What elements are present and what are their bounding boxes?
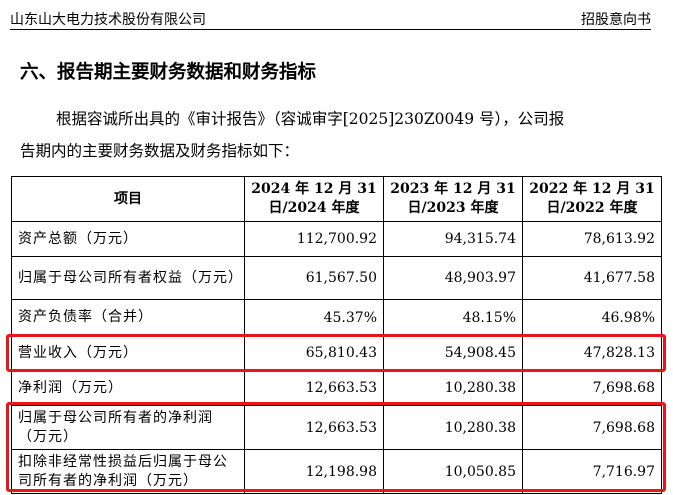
cell-2024: 12,663.53 xyxy=(244,370,384,406)
cell-2022: 78,613.92 xyxy=(522,221,662,257)
cell-2023: 10,280.38 xyxy=(383,405,523,450)
table-row: 归属于母公司所有者权益（万元） 61,567.50 48,903.97 41,6… xyxy=(11,256,662,300)
row-label: 资产负债率（合并） xyxy=(11,299,245,336)
cell-2022: 41,677.58 xyxy=(522,256,662,300)
intro-paragraph-line2: 告期内的主要财务数据及财务指标如下： xyxy=(20,142,300,160)
row-label: 资产总额（万元） xyxy=(11,221,245,257)
row-label: 归属于母公司所有者的净利润（万元） xyxy=(11,405,245,450)
cell-2024: 12,663.53 xyxy=(244,405,384,450)
cell-2023: 10,050.85 xyxy=(383,449,523,494)
cell-2022: 7,698.68 xyxy=(522,370,662,406)
cell-2023: 48.15% xyxy=(383,299,523,336)
header-divider xyxy=(10,29,651,30)
section-title: 六、报告期主要财务数据和财务指标 xyxy=(20,62,317,83)
header-2023: 2023 年 12 月 31 日/2023 年度 xyxy=(383,176,523,222)
table-header-row: 项目 2024 年 12 月 31 日/2024 年度 2023 年 12 月 … xyxy=(11,176,662,222)
cell-2022: 7,698.68 xyxy=(522,405,662,450)
header-2024: 2024 年 12 月 31 日/2024 年度 xyxy=(244,176,384,222)
cell-2024: 65,810.43 xyxy=(244,335,384,371)
cell-2022: 46.98% xyxy=(522,299,662,336)
table-row: 营业收入（万元） 65,810.43 54,908.45 47,828.13 xyxy=(11,335,662,371)
cell-2024: 112,700.92 xyxy=(244,221,384,257)
cell-2024: 12,198.98 xyxy=(244,449,384,494)
header-2022: 2022 年 12 月 31 日/2022 年度 xyxy=(522,176,662,222)
table-row: 资产负债率（合并） 45.37% 48.15% 46.98% xyxy=(11,299,662,336)
table-row: 资产总额（万元） 112,700.92 94,315.74 78,613.92 xyxy=(11,221,662,257)
cell-2023: 10,280.38 xyxy=(383,370,523,406)
row-label: 扣除非经常性损益后归属于母公司所有者的净利润（万元） xyxy=(11,449,245,494)
row-label: 营业收入（万元） xyxy=(11,335,245,371)
table-row: 净利润（万元） 12,663.53 10,280.38 7,698.68 xyxy=(11,370,662,406)
cell-2024: 61,567.50 xyxy=(244,256,384,300)
row-label: 净利润（万元） xyxy=(11,370,245,406)
row-label: 归属于母公司所有者权益（万元） xyxy=(11,256,245,300)
cell-2024: 45.37% xyxy=(244,299,384,336)
cell-2022: 47,828.13 xyxy=(522,335,662,371)
table-row: 归属于母公司所有者的净利润（万元） 12,663.53 10,280.38 7,… xyxy=(11,405,662,450)
cell-2023: 54,908.45 xyxy=(383,335,523,371)
document-type: 招股意向书 xyxy=(581,12,651,28)
cell-2022: 7,716.97 xyxy=(522,449,662,494)
financial-data-table: 项目 2024 年 12 月 31 日/2024 年度 2023 年 12 月 … xyxy=(11,176,662,494)
header-item: 项目 xyxy=(11,176,245,222)
intro-paragraph-line1: 根据容诚所出具的《审计报告》（容诚审字[2025]230Z0049 号），公司报 xyxy=(56,110,565,128)
company-name: 山东山大电力技术股份有限公司 xyxy=(10,12,206,28)
cell-2023: 48,903.97 xyxy=(383,256,523,300)
cell-2023: 94,315.74 xyxy=(383,221,523,257)
page-header: 山东山大电力技术股份有限公司 招股意向书 xyxy=(10,6,663,28)
table-row: 扣除非经常性损益后归属于母公司所有者的净利润（万元） 12,198.98 10,… xyxy=(11,449,662,494)
